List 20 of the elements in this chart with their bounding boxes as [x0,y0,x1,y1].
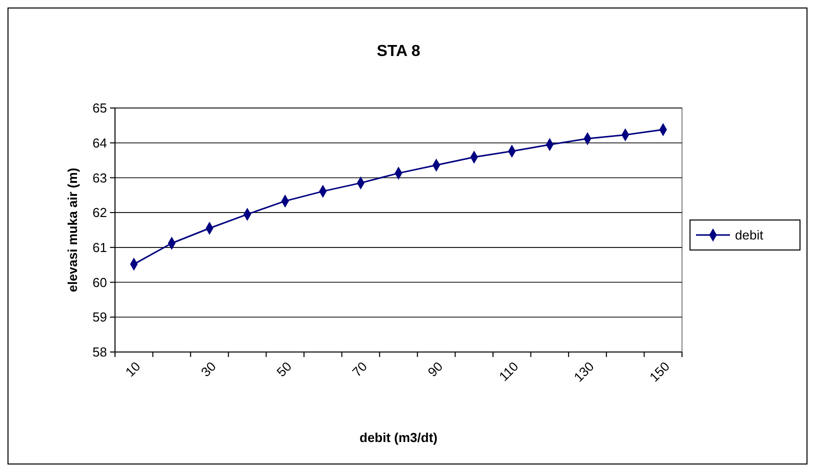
x-axis-title: debit (m3/dt) [360,430,438,445]
y-tick-label: 60 [92,274,107,290]
x-tick-label: 70 [349,358,370,380]
legend-label: debit [735,228,764,243]
y-tick-label: 59 [92,310,107,325]
y-tick-label: 62 [92,205,107,220]
x-tick-label: 10 [122,358,144,380]
x-tick-label: 150 [646,358,672,385]
y-tick-label: 64 [92,135,107,150]
y-tick-label: 61 [92,240,107,255]
y-tick-label: 65 [92,100,107,116]
y-axis-title: elevasi muka air (m) [65,168,80,292]
x-tick-label: 110 [496,358,522,384]
x-tick-label: 130 [570,358,597,385]
y-tick-label: 58 [92,344,107,360]
x-tick-label: 90 [424,358,446,380]
chart-title: STA 8 [376,43,420,60]
x-tick-label: 50 [274,358,294,380]
x-tick-label: 30 [198,358,219,380]
y-tick-label: 63 [92,170,107,186]
